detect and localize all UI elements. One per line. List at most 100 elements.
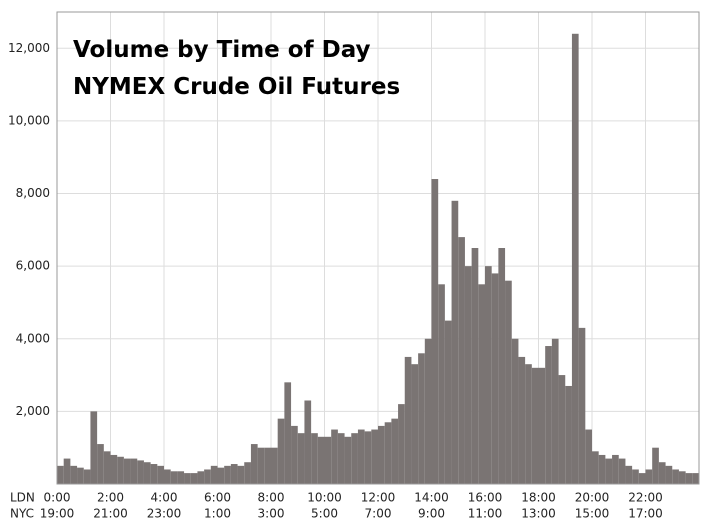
y-tick-label: 6,000 <box>16 259 50 273</box>
bar <box>177 471 185 484</box>
bar <box>324 436 332 484</box>
bar <box>491 273 499 484</box>
bar <box>411 364 419 484</box>
bar <box>143 462 151 484</box>
bar <box>237 465 245 484</box>
bar <box>678 471 686 484</box>
bar <box>210 465 218 484</box>
x-tick-label: 20:00 <box>575 491 610 505</box>
bar <box>63 458 71 484</box>
labels: 2,000 4,000 6,000 8,000 10,000 12,000 0:00 19:0… <box>8 41 663 521</box>
bar <box>505 280 512 484</box>
x-tick-label: 0:00 <box>44 491 71 505</box>
bar <box>103 451 111 484</box>
bar <box>230 464 238 484</box>
plot-frame <box>56 11 700 485</box>
bar <box>612 454 619 484</box>
bar <box>424 338 432 484</box>
x-tick-label: 10:00 <box>307 491 342 505</box>
bar <box>585 429 592 484</box>
x-tick-label: 8:00 <box>258 491 285 505</box>
x-tick-label-secondary: 9:00 <box>418 507 445 521</box>
bar <box>418 353 425 484</box>
y-tick-label: 8,000 <box>16 186 50 200</box>
bar <box>83 469 91 484</box>
bar <box>337 433 345 484</box>
x-tick-label-secondary: 23:00 <box>147 507 182 521</box>
grid <box>56 12 699 484</box>
x-tick-label: 18:00 <box>521 491 556 505</box>
bar <box>498 248 506 484</box>
bar <box>170 471 178 484</box>
bar <box>90 411 98 484</box>
bar <box>150 464 158 484</box>
bar <box>391 418 399 484</box>
bar <box>317 436 325 484</box>
bar <box>478 284 485 484</box>
bar <box>277 418 285 484</box>
bar <box>378 425 385 484</box>
x-tick-label: 16:00 <box>468 491 503 505</box>
bar <box>291 425 298 484</box>
bar <box>511 338 519 484</box>
bar <box>311 433 318 484</box>
x-tick-label-secondary: 7:00 <box>365 507 392 521</box>
bar <box>264 447 271 484</box>
bar <box>157 465 164 484</box>
y-tick-label: 12,000 <box>8 41 50 55</box>
bar <box>444 320 452 484</box>
bar <box>257 447 265 484</box>
bar <box>638 473 646 484</box>
bar <box>284 382 292 484</box>
bar <box>652 447 659 484</box>
x-tick-label-secondary: 11:00 <box>468 507 503 521</box>
x-tick-label: 6:00 <box>204 491 231 505</box>
y-tick-label: 4,000 <box>16 331 50 345</box>
x-tick-label: 12:00 <box>361 491 396 505</box>
x-tick-label-secondary: 13:00 <box>521 507 556 521</box>
bars <box>57 33 699 485</box>
bar <box>545 346 552 484</box>
x-tick-label: 22:00 <box>628 491 663 505</box>
bar <box>404 356 412 484</box>
bar <box>451 200 459 485</box>
bar <box>70 465 78 484</box>
bar <box>565 385 572 484</box>
bar <box>578 327 586 484</box>
bar <box>558 375 566 484</box>
x-tick-label: 2:00 <box>97 491 124 505</box>
bar <box>204 469 211 484</box>
x-tick-label-secondary: 17:00 <box>628 507 663 521</box>
bar <box>458 237 465 484</box>
bar <box>123 458 131 484</box>
bar <box>224 465 231 484</box>
bar <box>130 458 138 484</box>
x-tick-label-secondary: 5:00 <box>311 507 338 521</box>
chart-subtitle: NYMEX Crude Oil Futures <box>73 74 400 100</box>
bar <box>692 473 699 484</box>
bar <box>77 467 84 484</box>
bar <box>190 473 198 484</box>
bar <box>471 248 479 484</box>
bar <box>531 367 539 484</box>
x-tick-label-secondary: 1:00 <box>204 507 231 521</box>
bar <box>685 473 693 484</box>
bar <box>97 444 104 484</box>
bar <box>485 266 492 484</box>
bar <box>645 469 653 484</box>
x-row-label: NYC <box>10 507 34 521</box>
bar <box>398 404 405 484</box>
bar <box>598 454 606 484</box>
bar <box>304 400 312 484</box>
bar <box>618 458 626 484</box>
bar <box>244 462 251 484</box>
bar <box>110 454 118 484</box>
bar <box>197 471 205 484</box>
bar <box>357 429 365 484</box>
y-tick-label: 10,000 <box>8 113 50 127</box>
bar <box>438 284 445 484</box>
bar <box>250 444 258 484</box>
bar <box>117 456 124 484</box>
x-tick-label-secondary: 3:00 <box>258 507 285 521</box>
